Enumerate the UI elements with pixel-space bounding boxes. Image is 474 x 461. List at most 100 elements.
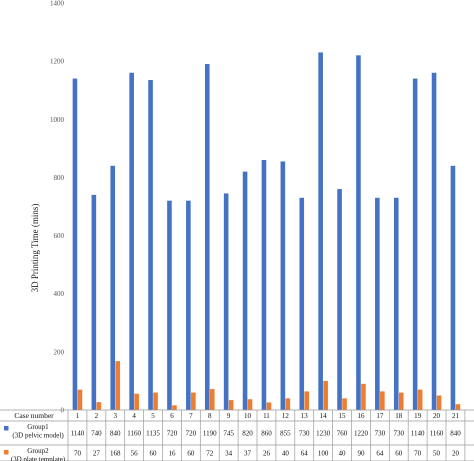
category-label: 20 (433, 412, 441, 420)
bar-layer (72, 52, 461, 411)
legend-swatch-2 (4, 450, 9, 455)
value-label-1: 745 (223, 430, 234, 438)
value-label-1: 860 (261, 430, 272, 438)
y-tick-label: 400 (54, 290, 65, 298)
value-label-1: 1230 (316, 430, 331, 438)
category-label: 14 (320, 412, 328, 420)
data-table: Case number 1 2 3 4 5 6 7 8 9 10 11 12 13 14 15 16 17 18 19… (0, 409, 474, 461)
category-label: 15 (339, 412, 347, 420)
value-label-1: 720 (186, 430, 197, 438)
value-label-1: 820 (242, 430, 253, 438)
table-header-label: Case number (14, 411, 54, 420)
value-label-1: 730 (299, 430, 310, 438)
value-label-2: 72 (206, 450, 214, 458)
category-label: 21 (452, 412, 460, 420)
bar-1 (167, 200, 172, 410)
category-label: 10 (244, 412, 252, 420)
bar-2 (172, 405, 177, 410)
value-label-2: 64 (301, 450, 309, 458)
value-label-1: 855 (280, 430, 291, 438)
value-label-2: 56 (131, 450, 139, 458)
bar-2 (134, 393, 139, 410)
value-label-2: 64 (376, 450, 384, 458)
bar-1 (337, 189, 342, 410)
category-label: 7 (189, 412, 193, 420)
value-label-2: 27 (93, 450, 101, 458)
category-label: 12 (282, 412, 290, 420)
y-tick-label: 0 (61, 407, 65, 415)
value-label-2: 40 (282, 450, 290, 458)
bar-2 (417, 389, 423, 410)
series-label-1: (3D pelvic model) (12, 432, 64, 440)
value-label-2: 34 (225, 450, 233, 458)
category-label: 2 (95, 412, 99, 420)
value-label-2: 90 (357, 450, 365, 458)
value-label-2: 70 (414, 450, 422, 458)
category-label: 19 (414, 412, 422, 420)
bar-2 (380, 391, 385, 410)
y-tick-label: 200 (54, 348, 65, 356)
bar-1 (261, 159, 267, 410)
value-label-1: 1190 (203, 430, 217, 438)
bar-2 (436, 395, 442, 410)
series-label-1: Group1 (27, 423, 49, 431)
value-label-2: 20 (452, 450, 460, 458)
category-label: 13 (301, 412, 309, 420)
category-label: 9 (227, 412, 231, 420)
bar-1 (223, 193, 229, 410)
value-label-1: 720 (167, 430, 178, 438)
bar-1 (375, 197, 380, 410)
value-label-1: 740 (91, 430, 102, 438)
bar-2 (153, 392, 158, 410)
bar-1 (412, 78, 418, 410)
value-label-1: 840 (450, 430, 461, 438)
category-label: 5 (151, 412, 155, 420)
bar-2 (361, 383, 366, 410)
value-label-1: 1160 (127, 430, 141, 438)
y-axis-label: 3D Printing Time (mins) (30, 204, 40, 293)
y-tick-label: 1200 (50, 58, 65, 66)
value-label-1: 760 (337, 430, 348, 438)
bar-2 (191, 392, 196, 410)
bar-2 (77, 389, 83, 410)
bar-1 (204, 64, 210, 411)
value-label-1: 1135 (146, 430, 160, 438)
category-label: 11 (263, 412, 270, 420)
value-label-1: 730 (394, 430, 405, 438)
value-label-2: 50 (433, 450, 441, 458)
bar-2 (266, 402, 272, 410)
bar-1 (356, 55, 361, 410)
bar-2 (455, 404, 461, 410)
bar-1 (299, 197, 305, 410)
category-label: 8 (208, 412, 212, 420)
value-label-2: 70 (74, 450, 82, 458)
bar-2 (96, 402, 102, 410)
value-label-2: 60 (395, 450, 403, 458)
value-label-1: 1140 (411, 430, 425, 438)
y-tick-label: 600 (54, 232, 65, 240)
bar-1 (431, 72, 437, 411)
category-label: 1 (76, 412, 80, 420)
value-label-2: 26 (263, 450, 271, 458)
bar-1 (242, 171, 248, 410)
bar-2 (209, 389, 215, 410)
bar-1 (148, 80, 153, 410)
bar-1 (450, 165, 456, 410)
series-label-2: (3D plate template) (11, 456, 66, 461)
value-label-2: 100 (318, 450, 329, 458)
y-tick-label: 1400 (50, 0, 65, 8)
value-label-2: 60 (187, 450, 195, 458)
bar-2 (323, 380, 328, 410)
bar-1 (280, 161, 286, 410)
value-label-2: 16 (168, 450, 176, 458)
value-label-1: 1220 (354, 430, 369, 438)
bar-1 (129, 72, 134, 411)
value-label-1: 840 (110, 430, 121, 438)
category-label: 17 (376, 412, 384, 420)
value-label-2: 60 (150, 450, 158, 458)
bar-2 (398, 392, 404, 410)
bar-1 (110, 165, 116, 410)
bar-2 (115, 361, 121, 410)
value-label-2: 168 (110, 450, 121, 458)
